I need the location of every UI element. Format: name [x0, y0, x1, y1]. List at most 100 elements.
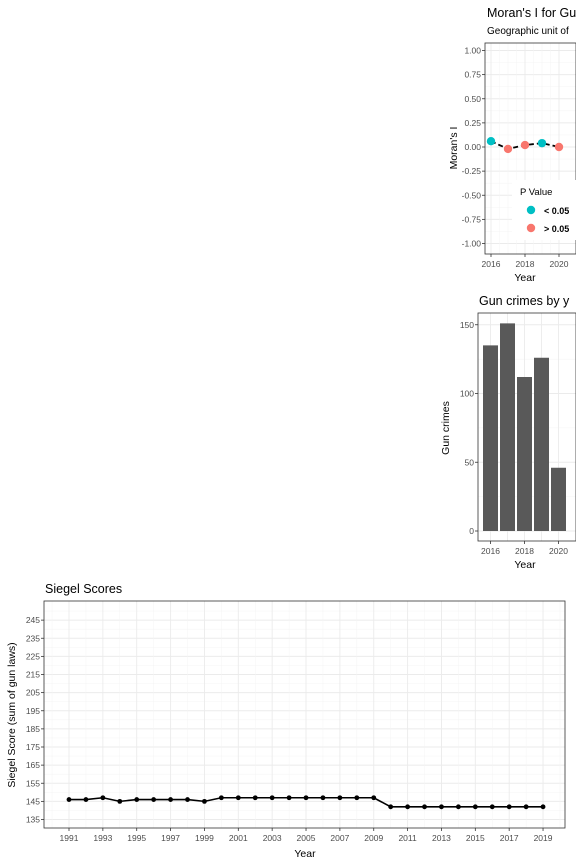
siegel-point: [202, 798, 207, 804]
morans-x-axis-label: Year: [514, 272, 536, 284]
siegel-point: [168, 797, 173, 802]
morans-x-tick-label: 2020: [550, 259, 569, 269]
legend-key-significant: [526, 205, 536, 215]
morans-subtitle: Geographic unit of: [487, 26, 569, 37]
siegel-y-tick-label: 225: [26, 651, 40, 661]
siegel-x-tick-label: 1999: [195, 833, 214, 843]
gun-crimes-x-tick-label: 2018: [515, 546, 534, 556]
gun-crimes-bar: [517, 377, 532, 531]
siegel-y-tick-label: 165: [26, 760, 40, 770]
siegel-x-tick-label: 2013: [432, 833, 451, 843]
morans-y-tick-label: -0.75: [462, 214, 482, 224]
siegel-point: [523, 804, 529, 810]
gun-crimes-panel-border: [477, 312, 576, 542]
siegel-x-tick-label: 2009: [364, 833, 383, 843]
siegel-point: [540, 804, 546, 810]
gun-crimes-y-tick-label: 50: [465, 457, 475, 467]
siegel-point: [117, 798, 123, 804]
siegel-point: [439, 804, 444, 810]
siegel-point: [151, 797, 157, 802]
siegel-y-tick-label: 145: [26, 796, 40, 806]
morans-x-tick-label: 2016: [482, 259, 501, 269]
siegel-y-tick-label: 155: [26, 778, 40, 788]
siegel-panel-border: [43, 600, 566, 829]
siegel-point: [185, 797, 190, 802]
siegel-point: [388, 804, 394, 810]
morans-title: Moran's I for Gu: [487, 6, 576, 20]
morans-y-tick-label: 0.00: [464, 142, 481, 152]
gun-crimes-x-tick-label: 2016: [481, 546, 500, 556]
morans-y-axis-label: Moran's I: [448, 127, 460, 170]
siegel-x-tick-label: 1991: [60, 833, 79, 843]
siegel-point: [506, 804, 512, 810]
siegel-point: [83, 797, 89, 802]
morans-point: [537, 138, 547, 148]
gun-crimes-title: Gun crimes by y: [479, 294, 570, 308]
siegel-point: [405, 804, 410, 810]
siegel-x-tick-label: 1993: [93, 833, 112, 843]
siegel-y-tick-label: 135: [26, 815, 40, 825]
morans-point: [503, 144, 513, 154]
legend-key-not-significant: [526, 223, 536, 233]
siegel-y-tick-label: 195: [26, 706, 40, 716]
morans-y-tick-label: 0.50: [464, 94, 481, 104]
gun-crimes-y-tick-label: 150: [460, 320, 474, 330]
siegel-y-tick-label: 175: [26, 742, 40, 752]
siegel-x-tick-label: 2005: [297, 833, 316, 843]
siegel-x-tick-label: 2019: [534, 833, 553, 843]
siegel-point: [286, 795, 292, 801]
siegel-point: [371, 795, 377, 801]
siegel-x-tick-label: 2001: [229, 833, 248, 843]
gun-crimes-bar: [500, 323, 515, 531]
morans-y-tick-label: -0.25: [462, 166, 482, 176]
morans-panel-border: [484, 42, 576, 255]
siegel-x-tick-label: 1997: [161, 833, 180, 843]
gun-crimes-x-axis-label: Year: [514, 559, 536, 571]
gun-crimes-bar: [551, 467, 566, 531]
morans-x-tick-label: 2018: [516, 259, 535, 269]
gun-crimes-y-tick-label: 100: [460, 389, 474, 399]
morans-y-tick-label: -0.50: [462, 190, 482, 200]
siegel-point: [66, 797, 72, 802]
siegel-x-axis-label: Year: [294, 848, 316, 860]
siegel-y-tick-label: 215: [26, 670, 40, 680]
gun-crimes-bar: [534, 357, 549, 531]
legend-label-not-significant: > 0.05: [544, 224, 569, 234]
siegel-point: [134, 797, 140, 802]
legend-title: P Value: [520, 187, 552, 198]
morans-point: [486, 137, 496, 146]
siegel-point: [218, 795, 224, 801]
siegel-point: [269, 795, 275, 801]
siegel-x-tick-label: 2011: [398, 833, 417, 843]
siegel-point: [472, 804, 478, 810]
morans-point: [520, 140, 530, 150]
siegel-y-axis-label: Siegel Score (sum of gun laws): [6, 642, 18, 787]
gun-crimes-x-tick-label: 2020: [549, 546, 568, 556]
gun-crimes-y-tick-label: 0: [469, 526, 474, 536]
gun-crimes-y-axis-label: Gun crimes: [440, 401, 452, 455]
siegel-x-tick-label: 1995: [127, 833, 146, 843]
siegel-point: [354, 795, 360, 801]
siegel-y-tick-label: 245: [26, 615, 40, 625]
siegel-point: [320, 795, 326, 801]
morans-y-tick-label: 1.00: [464, 46, 481, 56]
siegel-point: [100, 795, 106, 801]
siegel-point: [455, 804, 461, 810]
siegel-x-tick-label: 2017: [500, 833, 519, 843]
siegel-point: [489, 804, 495, 810]
gun-crimes-bar: [483, 345, 498, 531]
siegel-point: [235, 795, 241, 801]
siegel-x-tick-label: 2015: [466, 833, 485, 843]
legend-label-significant: < 0.05: [544, 206, 569, 216]
siegel-y-tick-label: 205: [26, 688, 40, 698]
gun-crimes-chart: Gun crimes by y 150 100 50 0 2016 2018 2020 G…: [440, 294, 576, 571]
siegel-point: [303, 795, 309, 801]
siegel-point: [337, 795, 343, 801]
siegel-point: [252, 795, 258, 801]
morans-point: [554, 142, 564, 152]
morans-y-tick-label: -1.00: [462, 239, 482, 249]
morans-y-tick-label: 0.25: [464, 118, 481, 128]
siegel-y-tick-label: 185: [26, 724, 40, 734]
siegel-x-tick-label: 2007: [330, 833, 349, 843]
